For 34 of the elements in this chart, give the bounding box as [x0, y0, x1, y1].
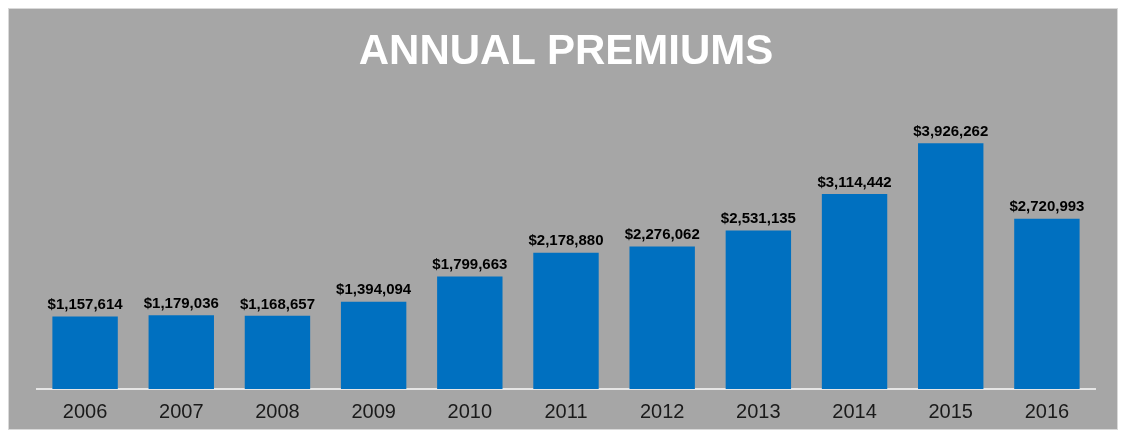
x-tick-label: 2007	[159, 399, 204, 422]
x-tick-label: 2006	[62, 399, 108, 422]
data-label: $2,531,135	[720, 209, 796, 227]
x-tick-label: 2009	[351, 399, 396, 422]
x-tick-label: 2012	[639, 399, 685, 422]
x-tick-label: 2008	[255, 399, 300, 422]
data-label: $3,926,262	[913, 121, 989, 139]
data-label: $2,720,993	[1009, 197, 1085, 215]
bar	[340, 301, 407, 389]
bar	[1014, 218, 1080, 389]
data-label: $2,276,062	[624, 225, 700, 243]
bar	[821, 194, 888, 389]
x-tick-label: 2013	[736, 399, 781, 422]
bar	[437, 276, 503, 389]
data-label: $1,799,663	[432, 255, 508, 273]
bar	[918, 143, 984, 389]
data-label: $2,178,880	[528, 231, 604, 249]
data-label: $1,168,657	[239, 294, 315, 312]
chart-title: ANNUAL PREMIUMS	[358, 25, 774, 73]
bar	[244, 315, 311, 389]
x-tick-label: 2014	[832, 399, 877, 422]
data-label: $3,114,442	[817, 172, 892, 190]
bar	[725, 230, 792, 389]
data-label: $1,157,614	[47, 295, 124, 313]
data-label: $1,394,094	[336, 280, 412, 298]
x-tick-label: 2011	[544, 399, 588, 422]
bar	[533, 252, 599, 389]
x-tick-label: 2016	[1024, 399, 1070, 422]
bar	[52, 316, 118, 389]
x-tick-label: 2010	[447, 399, 493, 422]
bar	[148, 315, 214, 389]
bar	[629, 246, 695, 389]
data-label: $1,179,036	[143, 293, 219, 311]
x-tick-label: 2015	[928, 399, 973, 422]
